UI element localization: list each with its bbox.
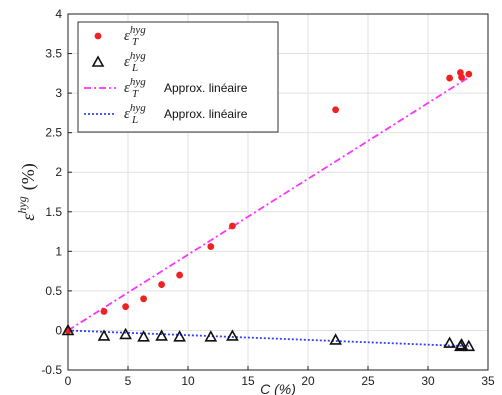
plot-area	[67, 13, 489, 371]
y-tick-label: 1.5	[45, 205, 62, 219]
legend-entry: εhyg L	[91, 50, 146, 74]
data-point-triangle	[119, 327, 132, 340]
data-point-dot	[158, 281, 166, 288]
x-tick-label: 15	[241, 374, 255, 388]
data-point-dot	[458, 73, 465, 81]
y-tick-label: 3	[55, 86, 62, 100]
data-point-dot	[332, 106, 339, 114]
legend-entry: εhyg L Approx. linéaire	[84, 102, 248, 126]
data-point-dot	[176, 271, 184, 279]
series-fit-line-3	[67, 329, 469, 348]
data-point-triangle	[97, 329, 111, 341]
legend-symbol: εhyg T	[124, 76, 146, 100]
legend-entry: εhyg T	[94, 24, 146, 48]
x-tick-label: 35	[481, 374, 495, 388]
data-point-triangle	[204, 330, 218, 342]
x-tick-label: 25	[361, 374, 375, 388]
y-tick-label: 2	[55, 165, 62, 179]
y-tick-label: 3.5	[45, 47, 62, 61]
fit-line	[67, 76, 470, 332]
legend-box	[77, 21, 279, 133]
legend-label: Approx. linéaire	[164, 107, 248, 121]
legend-symbol: εhyg T	[124, 24, 146, 48]
data-point-triangle	[329, 333, 342, 345]
data-point-triangle	[455, 338, 468, 350]
data-point-dot	[140, 295, 148, 303]
x-tick-label: 30	[421, 374, 435, 388]
y-axis-label-superscript: hyg	[15, 196, 29, 213]
series-layer	[61, 69, 476, 352]
data-point-triangle	[155, 329, 168, 341]
legend-marker	[91, 55, 105, 67]
data-point-triangle	[462, 339, 476, 352]
data-point-triangle	[443, 336, 456, 348]
y-tick-label: 0	[55, 323, 62, 337]
data-point-dot	[122, 303, 129, 311]
data-point-dot	[446, 74, 453, 82]
x-axis-label: C (%)	[260, 381, 296, 395]
y-axis-label-symbol: ε	[18, 213, 38, 221]
y-axis-label-unit: (%)	[18, 163, 39, 190]
series-points-1	[61, 323, 476, 352]
data-point-triangle	[226, 329, 239, 341]
data-point-dot	[207, 243, 215, 250]
y-tick-label: 0.5	[45, 284, 62, 298]
y-tick-label: 2.5	[45, 126, 62, 140]
data-point-triangle	[173, 330, 186, 342]
y-tick-label: 4	[55, 7, 62, 21]
legend-entry: εhyg T Approx. linéaire	[84, 76, 248, 100]
legend-symbol: εhyg L	[124, 102, 146, 126]
x-tick-label: 20	[301, 374, 315, 388]
series-fit-line-2	[67, 76, 470, 332]
x-tick-label: 0	[65, 374, 72, 388]
data-point-dot	[465, 70, 473, 78]
y-axis: -0.5 0 0.5 1 1.5 2 2.5 3 3.5 4	[41, 7, 72, 377]
fit-line	[67, 329, 469, 348]
y-tick-label: 1	[55, 244, 62, 258]
legend-marker	[94, 32, 102, 40]
y-tick-label: -0.5	[41, 363, 62, 377]
x-tick-label: 10	[181, 374, 195, 388]
x-axis: 0 5 10 15 20 25 30 35	[65, 366, 495, 388]
legend-label: Approx. linéaire	[164, 81, 248, 95]
legend-symbol: εhyg L	[124, 50, 146, 74]
data-point-dot	[229, 222, 236, 230]
x-tick-label: 5	[125, 374, 132, 388]
data-point-dot	[100, 308, 108, 315]
data-point-triangle	[61, 323, 75, 336]
y-axis-label: εhyg (%)	[15, 163, 39, 220]
data-point-triangle	[137, 330, 150, 342]
